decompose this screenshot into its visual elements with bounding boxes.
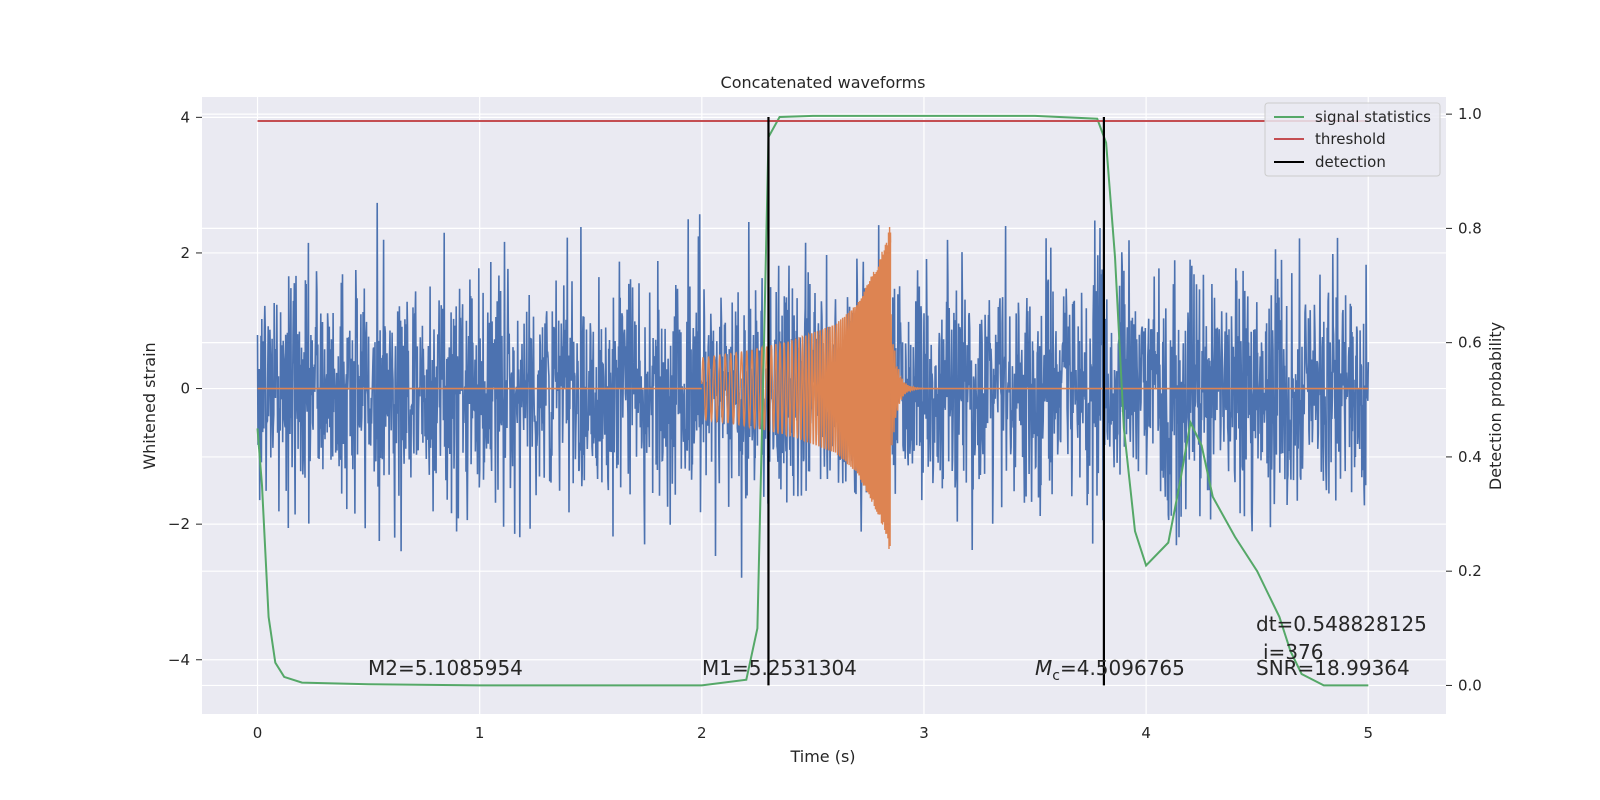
injection-chirp-line: [701, 226, 892, 550]
y-left-tick-label: 0: [180, 380, 190, 398]
legend-label-detection: detection: [1315, 153, 1386, 171]
y-right-tick-label: 0.4: [1458, 448, 1482, 466]
y-left-tick-label: 2: [180, 244, 190, 262]
y-left-tick-label: 4: [180, 108, 190, 126]
legend: signal statistics threshold detection: [1264, 102, 1441, 177]
y-right-tick-label: 1.0: [1458, 105, 1482, 123]
x-axis-label: Time (s): [789, 747, 855, 766]
x-tick-label: 4: [1141, 724, 1151, 742]
legend-label-signal-statistics: signal statistics: [1315, 108, 1431, 126]
annotation-snr: SNR=18.99364: [1256, 656, 1410, 680]
ticks: 0 1 2 3 4 5 −4 −2 0 2 4 0.0 0.2 0.4 0.6 0.8 1.0: [168, 105, 1482, 742]
injection-ringdown-line: [889, 314, 924, 446]
annotations: M2=5.1085954 M1=5.2531304 Mc=4.5096765 d…: [368, 612, 1427, 684]
y-right-tick-label: 0.6: [1458, 334, 1482, 352]
y-axis-label-right: Detection probability: [1486, 322, 1505, 490]
annotation-i: i=376: [1263, 640, 1324, 664]
annotation-mc-value: =4.5096765: [1060, 656, 1185, 680]
legend-label-threshold: threshold: [1315, 130, 1386, 148]
annotation-mc: Mc=4.5096765: [1035, 656, 1185, 684]
annotation-m2: M2=5.1085954: [368, 656, 523, 680]
y-axis-label-left: Whitened strain: [140, 342, 159, 469]
signal-statistics-line: [256, 114, 1369, 687]
y-right-tick-label: 0.2: [1458, 562, 1482, 580]
series: [256, 114, 1370, 687]
annotation-m1: M1=5.2531304: [702, 656, 857, 680]
x-tick-label: 0: [253, 724, 263, 742]
annotation-mc-subscript: c: [1052, 668, 1060, 684]
y-right-tick-label: 0.8: [1458, 219, 1482, 237]
y-left-tick-label: −4: [168, 651, 190, 669]
x-tick-label: 3: [919, 724, 929, 742]
x-tick-label: 5: [1363, 724, 1373, 742]
x-tick-label: 2: [697, 724, 707, 742]
annotation-dt: dt=0.548828125: [1256, 612, 1427, 636]
annotation-mc-symbol: M: [1035, 656, 1052, 680]
y-right-tick-label: 0.0: [1458, 676, 1482, 694]
x-tick-label: 1: [475, 724, 485, 742]
chart-title: Concatenated waveforms: [721, 73, 926, 92]
y-left-tick-label: −2: [168, 515, 190, 533]
legend-box: [1264, 102, 1441, 177]
